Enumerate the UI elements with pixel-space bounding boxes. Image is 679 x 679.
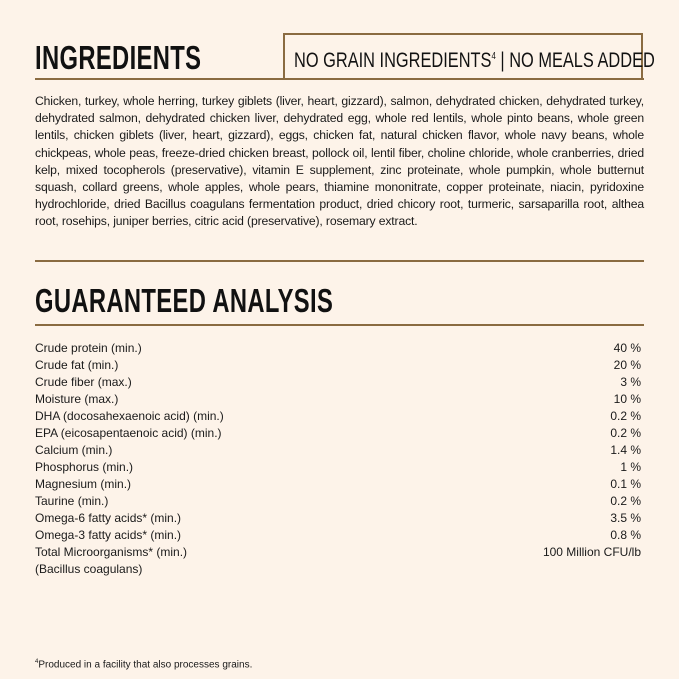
ingredients-title: INGREDIENTS (35, 39, 202, 76)
analysis-label: (Bacillus coagulans) (35, 562, 143, 576)
analysis-table: Crude protein (min.) 40 % Crude fat (min.)… (35, 340, 641, 578)
divider (35, 260, 644, 262)
analysis-row: Omega-3 fatty acids* (min.) 0.8 % (35, 527, 641, 544)
analysis-value: 3.5 % (610, 511, 641, 525)
analysis-value: 0.8 % (610, 528, 641, 542)
analysis-value: 1 % (620, 460, 641, 474)
analysis-value: 100 Million CFU/lb (542, 545, 641, 559)
analysis-row: Crude fiber (max.) 3 % (35, 374, 641, 391)
analysis-value: 0.2 % (610, 426, 641, 440)
analysis-value: 10 % (613, 392, 641, 406)
footnote-mark: 4 (35, 659, 39, 665)
analysis-label: EPA (eicosapentaenoic acid) (min.) (35, 426, 222, 440)
analysis-label: Omega-6 fatty acids* (min.) (35, 511, 182, 525)
analysis-value: 0.2 % (610, 409, 641, 423)
analysis-label: Taurine (min.) (35, 494, 109, 508)
analysis-label: Crude fiber (max.) (35, 375, 132, 389)
analysis-label: Omega-3 fatty acids* (min.) (35, 528, 182, 542)
analysis-value: 1.4 % (610, 443, 641, 457)
analysis-row: Omega-6 fatty acids* (min.) 3.5 % (35, 510, 641, 527)
badge-text-part1: NO GRAIN INGREDIENTS (294, 49, 492, 72)
analysis-row: Crude fat (min.) 20 % (35, 357, 641, 374)
analysis-row: Taurine (min.) 0.2 % (35, 493, 641, 510)
analysis-row: Calcium (min.) 1.4 % (35, 442, 641, 459)
analysis-row: Moisture (max.) 10 % (35, 391, 641, 408)
analysis-row: Crude protein (min.) 40 % (35, 340, 641, 357)
analysis-row: Total Microorganisms* (min.) 100 Million … (35, 544, 641, 561)
badge-text: NO GRAIN INGREDIENTS4 | NO MEALS ADDED (294, 45, 655, 73)
analysis-row: DHA (docosahexaenoic acid) (min.) 0.2 % (35, 408, 641, 425)
analysis-row: Magnesium (min.) 0.1 % (35, 476, 641, 493)
badge-text-part2: | NO MEALS ADDED (495, 49, 655, 72)
analysis-value: 20 % (613, 358, 641, 372)
analysis-row: EPA (eicosapentaenoic acid) (min.) 0.2 % (35, 425, 641, 442)
analysis-label: DHA (docosahexaenoic acid) (min.) (35, 409, 224, 423)
analysis-label: Phosphorus (min.) (35, 460, 134, 474)
analysis-row: Phosphorus (min.) 1 % (35, 459, 641, 476)
analysis-value: 0.1 % (610, 477, 641, 491)
analysis-label: Total Microorganisms* (min.) (35, 545, 188, 559)
analysis-label: Moisture (max.) (35, 392, 119, 406)
footnote: 4Produced in a facility that also proces… (35, 656, 252, 671)
analysis-value: 3 % (620, 375, 641, 389)
analysis-row: (Bacillus coagulans) (35, 561, 641, 578)
analysis-label: Magnesium (min.) (35, 477, 132, 491)
divider (35, 324, 644, 326)
badge-box (283, 33, 643, 78)
badge-footnote-mark: 4 (491, 51, 496, 62)
analysis-label: Crude protein (min.) (35, 341, 142, 355)
analysis-label: Calcium (min.) (35, 443, 113, 457)
footnote-text: Produced in a facility that also process… (38, 659, 253, 671)
analysis-title: GUARANTEED ANALYSIS (35, 282, 334, 319)
divider (35, 78, 644, 80)
analysis-label: Crude fat (min.) (35, 358, 119, 372)
ingredients-text: Chicken, turkey, whole herring, turkey g… (35, 94, 644, 229)
analysis-value: 0.2 % (610, 494, 641, 508)
analysis-value: 40 % (613, 341, 641, 355)
